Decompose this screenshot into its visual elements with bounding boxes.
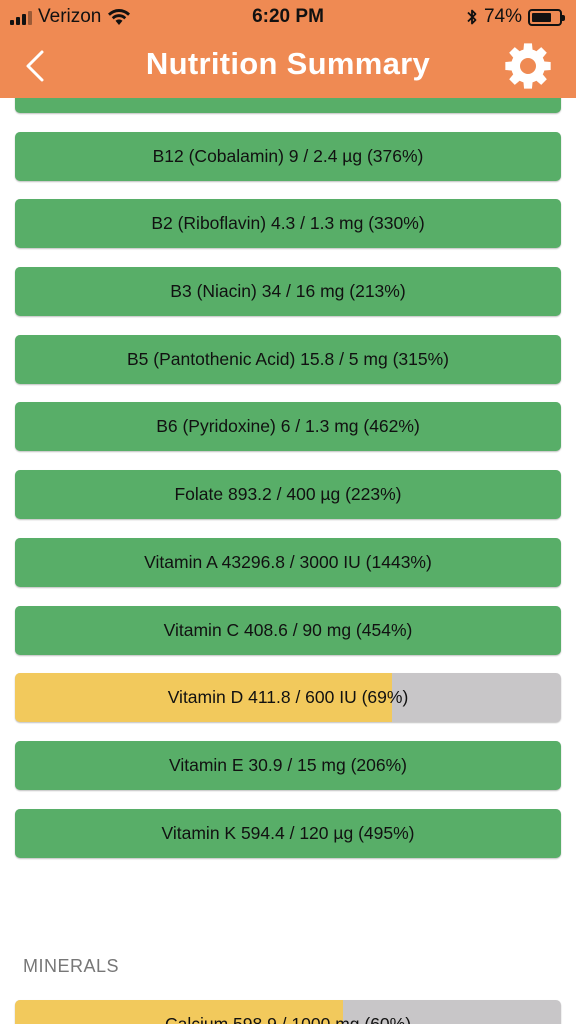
nutrient-progress-bar[interactable]: Calcium 598.9 / 1000 mg (60%): [15, 1000, 561, 1024]
progress-fill: [15, 537, 561, 587]
nutrient-progress-bar[interactable]: Vitamin A 43296.8 / 3000 IU (1443%): [15, 537, 561, 587]
progress-fill: [15, 808, 561, 858]
nutrient-progress-bar[interactable]: B5 (Pantothenic Acid) 15.8 / 5 mg (315%): [15, 334, 561, 384]
nutrient-label: Folate 893.2 / 400 µg (223%): [174, 484, 402, 505]
page-title: Nutrition Summary: [145, 46, 431, 81]
nutrition-list[interactable]: B1 (Thiamine) 4.1 / 1.2 mg (339%) B12 (Co…: [0, 98, 576, 1024]
gear-icon[interactable]: [504, 42, 552, 90]
nutrient-label: B1 (Thiamine) 4.1 / 1.2 mg (339%): [15, 98, 561, 113]
progress-fill: [15, 334, 561, 384]
vitamins-list: B1 (Thiamine) 4.1 / 1.2 mg (339%) B12 (Co…: [15, 98, 561, 876]
progress-fill: [15, 131, 561, 181]
progress-fill: [15, 470, 561, 520]
nutrient-progress-bar[interactable]: Vitamin E 30.9 / 15 mg (206%): [15, 740, 561, 790]
progress-fill: [15, 673, 392, 723]
battery-icon: [528, 8, 565, 26]
nutrient-label: B2 (Riboflavin) 4.3 / 1.3 mg (330%): [151, 213, 425, 234]
progress-fill: [15, 267, 561, 317]
bluetooth-icon: [467, 9, 477, 25]
nutrient-progress-bar[interactable]: B6 (Pyridoxine) 6 / 1.3 mg (462%): [15, 402, 561, 452]
progress-fill: [15, 1000, 343, 1024]
top-bar: Verizon 6:20 PM 74% Nutrition Summary: [0, 0, 576, 98]
nutrient-progress-bar[interactable]: B12 (Cobalamin) 9 / 2.4 µg (376%): [15, 131, 561, 181]
nutrient-label: Vitamin D 411.8 / 600 IU (69%): [167, 687, 409, 708]
nutrient-progress-bar[interactable]: Vitamin C 408.6 / 90 mg (454%): [15, 605, 561, 655]
navigation-bar: Nutrition Summary: [0, 34, 576, 98]
nutrient-label: Vitamin E 30.9 / 15 mg (206%): [169, 754, 407, 775]
nutrient-label: Vitamin C 408.6 / 90 mg (454%): [163, 619, 413, 640]
nutrient-progress-bar[interactable]: B1 (Thiamine) 4.1 / 1.2 mg (339%): [15, 98, 561, 113]
status-bar: Verizon 6:20 PM 74%: [0, 0, 576, 34]
back-chevron-icon[interactable]: [22, 48, 52, 84]
nutrient-progress-bar[interactable]: Vitamin K 594.4 / 120 µg (495%): [15, 808, 561, 858]
nutrient-label: Calcium 598.9 / 1000 mg (60%): [164, 1014, 412, 1024]
progress-fill: [15, 98, 561, 113]
progress-fill: [15, 402, 561, 452]
progress-fill: [15, 740, 561, 790]
nutrient-label: Vitamin K 594.4 / 120 µg (495%): [161, 822, 415, 843]
clock: 6:20 PM: [252, 6, 324, 27]
nutrient-label: B12 (Cobalamin) 9 / 2.4 µg (376%): [152, 145, 424, 166]
minerals-list: Calcium 598.9 / 1000 mg (60%): [15, 1000, 561, 1024]
nutrient-label: B6 (Pyridoxine) 6 / 1.3 mg (462%): [156, 416, 420, 437]
section-header-minerals: MINERALS: [23, 956, 120, 976]
wifi-icon: [108, 9, 131, 25]
nutrient-progress-bar[interactable]: Vitamin D 411.8 / 600 IU (69%): [15, 673, 561, 723]
nutrient-label: B5 (Pantothenic Acid) 15.8 / 5 mg (315%): [127, 348, 449, 369]
progress-fill: [15, 199, 561, 249]
battery-percent: 74%: [483, 6, 522, 27]
progress-fill: [15, 605, 561, 655]
nutrient-progress-bar[interactable]: B3 (Niacin) 34 / 16 mg (213%): [15, 267, 561, 317]
cellular-signal-icon: [10, 9, 32, 25]
nutrient-label: Vitamin A 43296.8 / 3000 IU (1443%): [144, 551, 432, 572]
carrier-label: Verizon: [38, 6, 102, 27]
nutrient-progress-bar[interactable]: B2 (Riboflavin) 4.3 / 1.3 mg (330%): [15, 199, 561, 249]
nutrient-label: B3 (Niacin) 34 / 16 mg (213%): [170, 281, 406, 302]
nutrient-progress-bar[interactable]: Folate 893.2 / 400 µg (223%): [15, 470, 561, 520]
